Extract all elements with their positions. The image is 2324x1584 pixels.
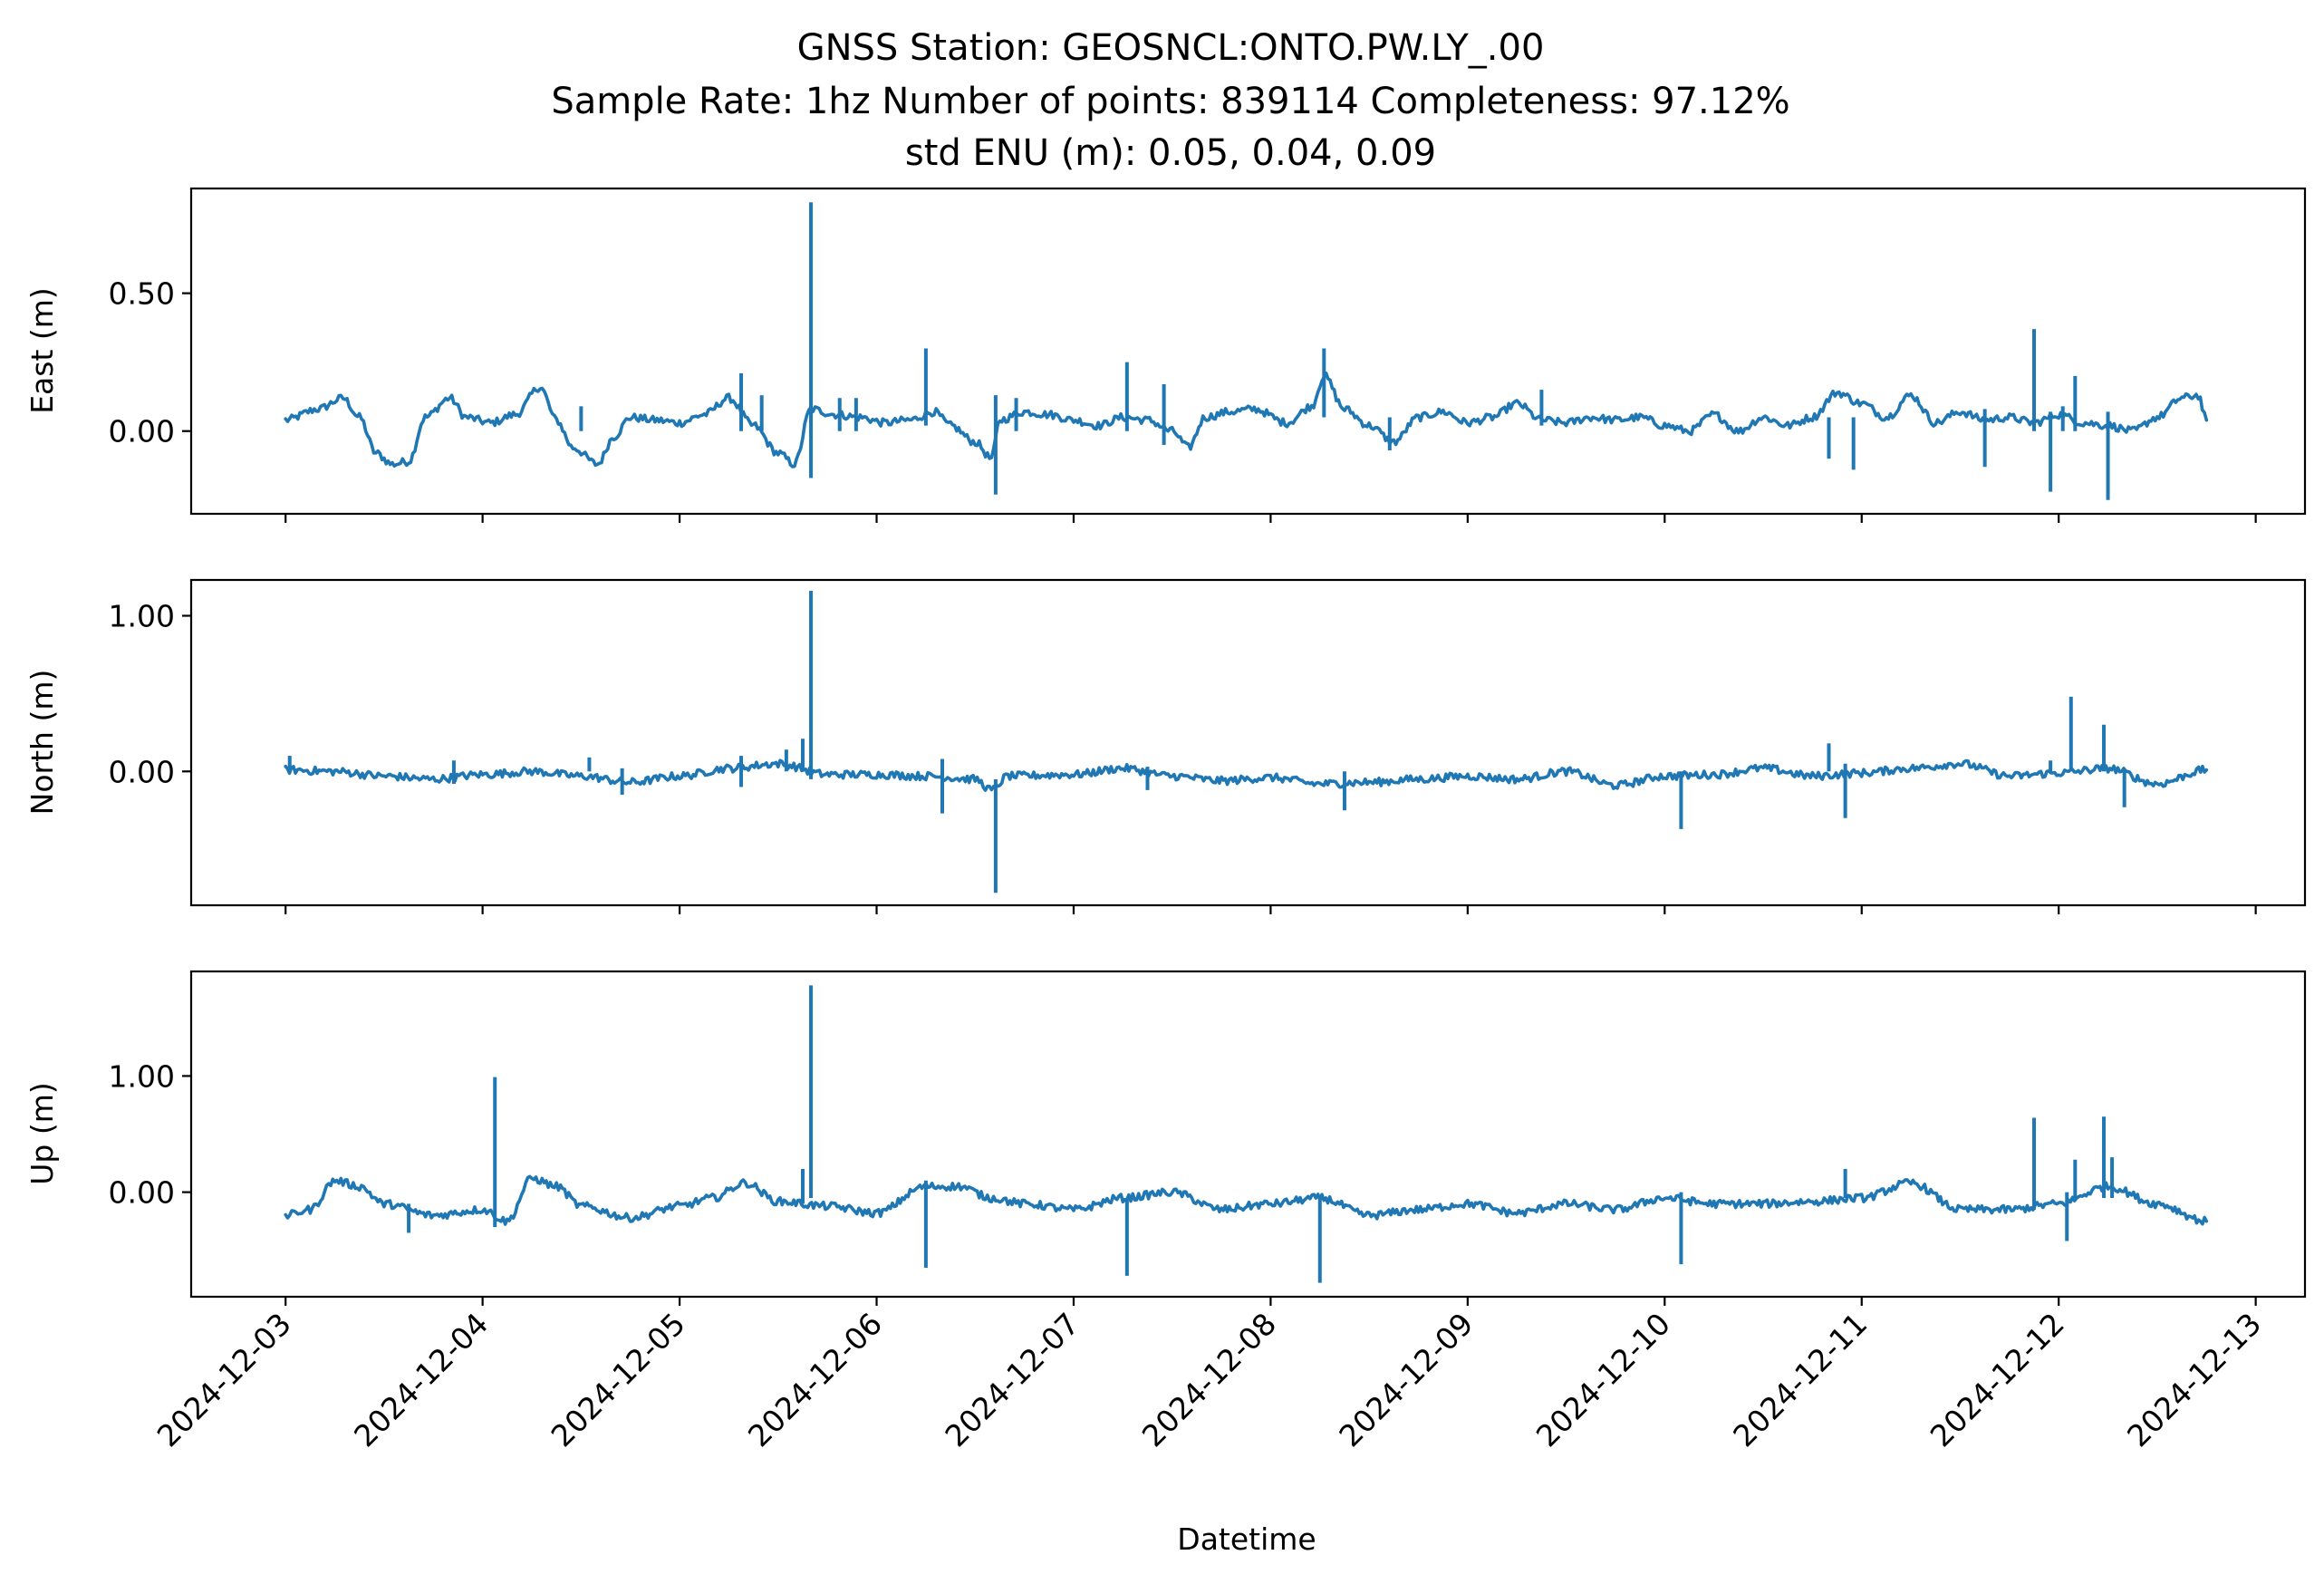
up-panel: Up (m) 0.00 1.00 bbox=[24, 970, 2307, 1306]
title-line-3: std ENU (m): 0.05, 0.04, 0.09 bbox=[905, 132, 1436, 174]
east-series-line bbox=[284, 371, 2209, 468]
up-axes-frame bbox=[189, 970, 2307, 1299]
east-ytick-label: 0.00 bbox=[109, 414, 175, 449]
north-panel: North (m) 0.00 1.00 bbox=[24, 578, 2307, 914]
north-axes-frame bbox=[189, 578, 2307, 907]
up-ytick-label: 1.00 bbox=[109, 1058, 175, 1094]
east-axes-frame bbox=[189, 187, 2307, 516]
north-ytick-label: 0.00 bbox=[109, 754, 175, 789]
figure-title: GNSS Station: GEOSNCL:ONTO.PW.LY_.00 Sam… bbox=[551, 27, 1789, 174]
east-panel: East (m) 0.00 0.50 bbox=[24, 187, 2307, 523]
up-ylabel: Up (m) bbox=[24, 1082, 60, 1185]
up-ytick-label: 0.00 bbox=[109, 1175, 175, 1211]
north-ytick-label: 1.00 bbox=[109, 599, 175, 634]
up-series-line bbox=[284, 1174, 2209, 1226]
north-series-line bbox=[284, 758, 2209, 792]
x-axis-label: Datetime bbox=[1177, 1521, 1316, 1557]
title-line-2: Sample Rate: 1hz Number of points: 83911… bbox=[551, 81, 1789, 122]
north-ylabel: North (m) bbox=[24, 670, 60, 816]
title-line-1: GNSS Station: GEOSNCL:ONTO.PW.LY_.00 bbox=[797, 27, 1545, 69]
east-ylabel: East (m) bbox=[24, 287, 60, 414]
east-ytick-label: 0.50 bbox=[109, 276, 175, 312]
